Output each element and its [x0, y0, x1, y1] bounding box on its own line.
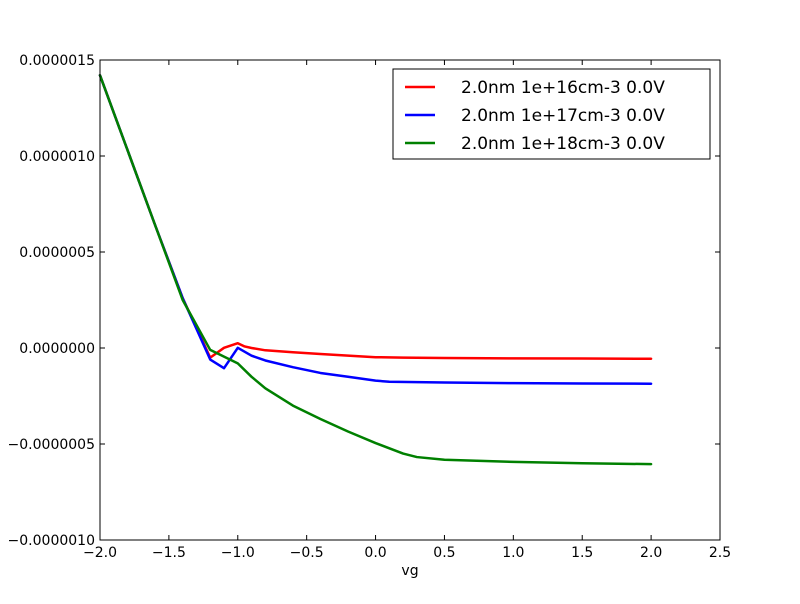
x-tick-label: 2.0	[640, 545, 662, 561]
legend: 2.0nm 1e+16cm-3 0.0V 2.0nm 1e+17cm-3 0.0V…	[392, 68, 711, 160]
y-tick-label: 0.0000010	[19, 149, 95, 165]
series-line-3	[98, 74, 653, 466]
x-tick-label: 1.5	[571, 545, 593, 561]
x-tick-label: −1.0	[221, 545, 255, 561]
legend-box	[392, 68, 711, 160]
y-tick-label: 0.0000000	[19, 341, 95, 357]
legend-label-1: 2.0nm 1e+16cm-3 0.0V	[461, 78, 665, 98]
y-tick-label: 0.0000015	[19, 53, 95, 69]
x-tick-label: −2.0	[83, 545, 117, 561]
legend-label-2: 2.0nm 1e+17cm-3 0.0V	[461, 106, 665, 126]
series-layer	[98, 74, 653, 466]
legend-label-3: 2.0nm 1e+18cm-3 0.0V	[461, 134, 665, 154]
y-tick-label: 0.0000005	[19, 245, 95, 261]
x-tick-label: −1.5	[152, 545, 186, 561]
x-tick-label: 1.0	[502, 545, 524, 561]
x-tick-label: 0.5	[433, 545, 455, 561]
ticks-layer: −2.0 −1.5 −1.0 −0.5 0.0 0.5 1.0 1.5 2.0 2.5 −0.000…	[8, 53, 732, 561]
y-tick-label: −0.0000005	[8, 437, 95, 453]
x-axis-label: vg	[401, 563, 418, 579]
x-tick-label: 2.5	[709, 545, 731, 561]
x-tick-label: 0.0	[364, 545, 386, 561]
x-tick-label: −0.5	[290, 545, 324, 561]
plot-frame	[99, 59, 721, 541]
y-tick-label: −0.0000010	[8, 533, 95, 549]
